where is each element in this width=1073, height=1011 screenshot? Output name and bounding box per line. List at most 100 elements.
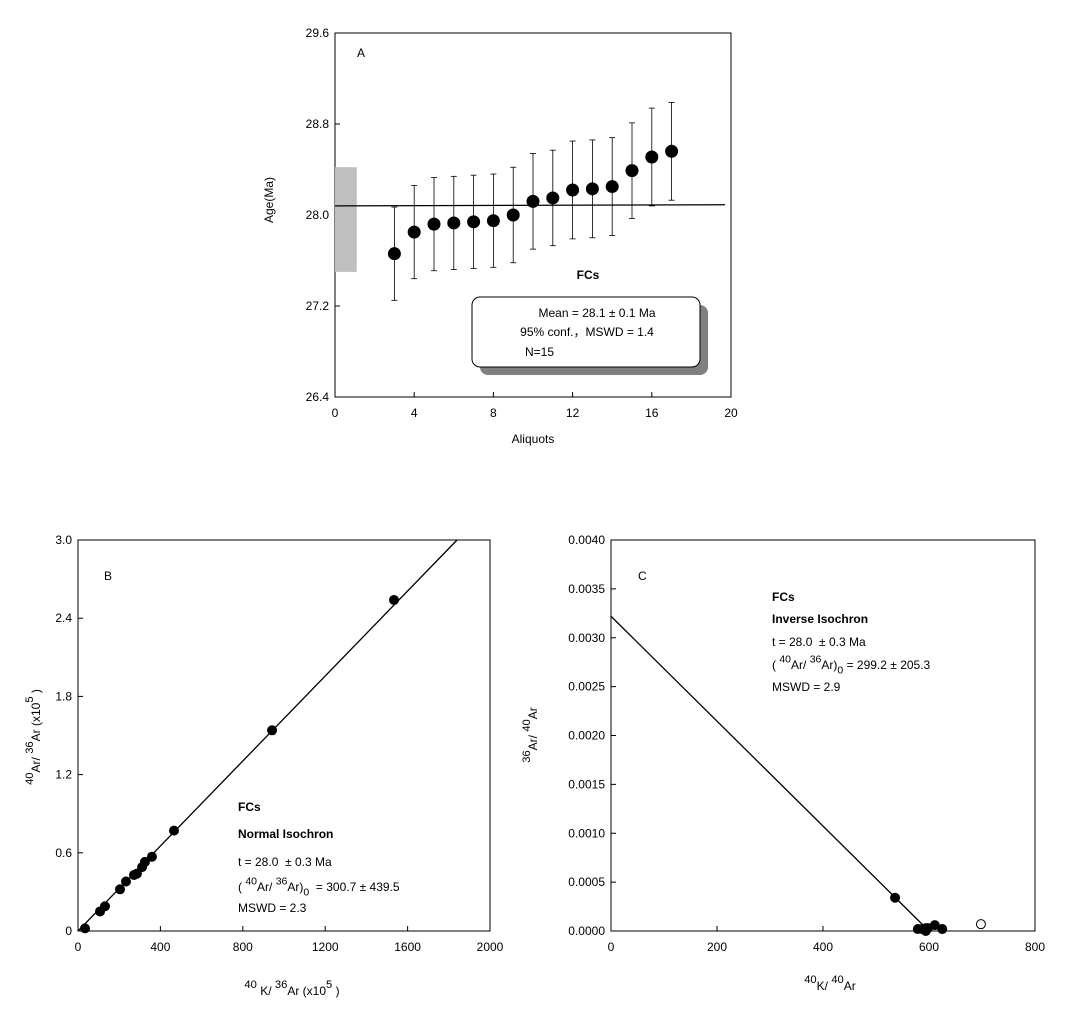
text-part: Aliquots [512, 432, 555, 446]
x-tick-label: 400 [813, 940, 833, 954]
y-tick-label: 27.2 [306, 299, 330, 313]
y-tick-label: 26.4 [306, 390, 330, 404]
y-tick-label: 0.0030 [568, 631, 605, 645]
x-tick-label: 200 [707, 940, 727, 954]
text-part: Ar/ [526, 732, 540, 751]
text-part: t = 28.0 ± 0.3 Ma [772, 635, 866, 649]
annotation: N=15 [525, 345, 554, 359]
data-point [566, 183, 580, 197]
x-tick-label: 1200 [312, 940, 339, 954]
y-tick-label: 0.6 [55, 846, 72, 860]
plot-frame [610, 539, 1036, 932]
text-part: Ar [844, 979, 856, 993]
y-tick-label: 0.0005 [568, 875, 605, 889]
plot-frame [77, 539, 491, 932]
y-tick-label: 0.0020 [568, 729, 605, 743]
panel-label: C [638, 569, 647, 583]
text-part: 40 [521, 719, 533, 731]
y-tick-label: 0 [65, 924, 72, 938]
text-part: 36 [275, 979, 287, 991]
x-tick-label: 0 [332, 406, 339, 420]
text-part: 40 [245, 875, 257, 887]
annotation: FCs [577, 268, 600, 282]
data-point [645, 150, 659, 164]
text-part: Ar (x10 [287, 984, 326, 998]
data-point [585, 182, 599, 196]
data-point [168, 825, 179, 836]
y-tick-label: 28.0 [306, 208, 330, 222]
data-point [526, 194, 540, 208]
text-part: 0 [303, 887, 309, 899]
annotation: FCs [772, 590, 795, 604]
text-part: 40 [831, 974, 843, 986]
data-point [387, 247, 401, 261]
y-tick-label: 2.4 [55, 611, 72, 625]
text-part: 40 [24, 772, 36, 784]
data-point [120, 876, 131, 887]
text-part: Ar (x10 [29, 702, 43, 741]
y-tick-label: 0.0025 [568, 680, 605, 694]
text-part: 40 [244, 979, 256, 991]
data-point [920, 926, 931, 936]
text-part: Ar) [287, 880, 303, 894]
text-part: MSWD = 2.3 [238, 901, 307, 915]
panel-label: B [104, 569, 112, 583]
data-point [665, 144, 679, 158]
text-part: FCs [577, 268, 600, 282]
x-tick-label: 0 [608, 940, 615, 954]
text-part: 40 [779, 653, 791, 665]
text-part: ) [332, 984, 339, 998]
x-tick-label: 2000 [477, 940, 504, 954]
data-point [486, 214, 500, 228]
text-part: N=15 [525, 345, 554, 359]
x-tick-label: 4 [411, 406, 418, 420]
x-axis-label: 40 K/ 36Ar (x105 ) [244, 979, 339, 998]
text-part: ( [238, 880, 245, 894]
x-tick-label: 12 [566, 406, 580, 420]
text-part: ) [29, 689, 43, 696]
annotation: t = 28.0 ± 0.3 Ma [772, 635, 866, 649]
annotation: FCs [238, 800, 261, 814]
text-part: K/ [257, 984, 275, 998]
text-part: K/ [817, 979, 832, 993]
annotation: MSWD = 2.3 [238, 901, 307, 915]
y-axis-label: Age(Ma) [262, 177, 276, 223]
text-part: FCs [772, 590, 795, 604]
y-tick-label: 28.8 [306, 117, 330, 131]
x-tick-label: 400 [150, 940, 170, 954]
y-tick-label: 0.0010 [568, 826, 605, 840]
text-part: 95% conf.，MSWD = 1.4 [520, 325, 654, 339]
y-tick-label: 1.8 [55, 689, 72, 703]
x-axis-label: Aliquots [512, 432, 555, 446]
text-part: 36 [24, 741, 36, 753]
y-tick-label: 3.0 [55, 533, 72, 547]
text-part: ( [772, 658, 779, 672]
annotation: MSWD = 2.9 [772, 680, 841, 694]
x-tick-label: 0 [75, 940, 82, 954]
text-part: FCs [238, 800, 261, 814]
data-point [546, 191, 560, 205]
data-point [975, 919, 986, 930]
annotation: ( 40Ar/ 36Ar)0 = 299.2 ± 205.3 [772, 653, 931, 676]
annotation: 95% conf.，MSWD = 1.4 [520, 325, 654, 339]
annotation: Inverse Isochron [772, 612, 868, 626]
text-part: Age(Ma) [262, 177, 276, 223]
text-part: Mean = 28.1 ± 0.1 Ma [539, 306, 656, 320]
x-tick-label: 800 [233, 940, 253, 954]
text-part: = 300.7 ± 439.5 [309, 880, 400, 894]
y-tick-label: 0.0040 [568, 533, 605, 547]
y-tick-label: 0.0035 [568, 582, 605, 596]
text-part: 36 [521, 750, 533, 762]
data-point [625, 164, 639, 178]
annotation: Mean = 28.1 ± 0.1 Ma [539, 306, 656, 320]
text-part: Ar/ [791, 658, 810, 672]
text-part: Ar [526, 707, 540, 719]
x-tick-label: 600 [919, 940, 939, 954]
text-part: Normal Isochron [238, 827, 333, 841]
data-point [139, 856, 150, 867]
mean-band [335, 167, 357, 272]
y-tick-label: 29.6 [306, 26, 330, 40]
text-part: 36 [810, 653, 822, 665]
data-point [99, 901, 110, 912]
data-point [467, 215, 481, 229]
